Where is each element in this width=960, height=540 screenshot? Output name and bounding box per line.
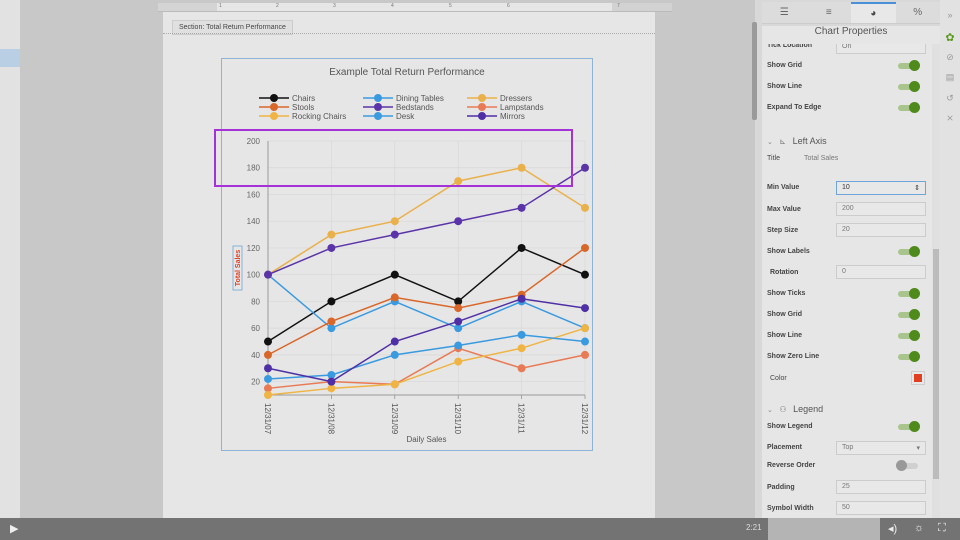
step-size-input[interactable]: 20 [836,223,926,237]
chart-title: Example Total Return Performance [329,67,485,78]
show-line-toggle[interactable] [898,81,920,92]
axis-title-value[interactable]: Total Sales [804,155,839,162]
chart-container[interactable]: Example Total Return Performance 20 40 60 8… [221,58,593,451]
tab-align-icon[interactable]: ≡ [825,7,832,18]
panel-body: Tick Location On Show Grid Show Line Exp… [762,44,932,518]
svg-text:Desk: Desk [396,112,415,121]
svg-text:200: 200 [247,137,261,146]
min-value-input[interactable]: 10 ⇕ [836,181,926,195]
progress-bar[interactable] [768,518,880,540]
line-chart: 20 40 60 80 100 120 140 160 180 200 12/31/07 12/31/… [232,94,589,444]
svg-text:Stools: Stools [292,103,314,112]
panel-title: Chart Properties [762,26,940,44]
svg-text:60: 60 [251,324,260,333]
svg-text:Chairs: Chairs [292,94,315,103]
left-sidebar [0,0,20,518]
svg-text:120: 120 [247,244,261,253]
side-toolbar: » ✿ ⊘ ▤ ↺ ⨯ [940,0,960,518]
chevron-down-icon: ⌄ [767,407,773,414]
dropdown-arrow-icon: ▾ [916,445,920,452]
comment-icon[interactable]: ▤ [945,72,955,82]
padding-input[interactable]: 25 [836,480,926,494]
tab-pie-chart-icon[interactable]: ◕ [851,2,896,23]
svg-text:160: 160 [247,190,261,199]
axis-show-line-toggle[interactable] [898,330,920,341]
rotation-input[interactable]: 0 [836,265,926,279]
svg-text:12/31/08: 12/31/08 [326,403,335,435]
show-legend-toggle[interactable] [898,421,920,432]
svg-text:Lampstands: Lampstands [500,103,544,112]
section-label[interactable]: Section: Total Return Performance [172,20,293,35]
svg-text:Dressers: Dressers [500,94,532,103]
svg-text:180: 180 [247,164,261,173]
panel-scrollbar[interactable] [932,44,940,518]
expand-icon[interactable]: » [947,10,953,20]
show-grid-toggle[interactable] [898,60,920,71]
svg-text:80: 80 [251,297,260,306]
fullscreen-icon[interactable]: ⛶ [938,522,946,534]
chevron-down-icon: ⌄ [767,139,773,146]
svg-text:Total Sales: Total Sales [235,250,242,287]
spinner-icon[interactable]: ⇕ [914,185,920,192]
panel-tabs: ☰ ≡ ◕ % [762,2,940,24]
svg-text:40: 40 [251,351,260,360]
video-time: 2:21 [746,523,762,532]
section-divider [163,33,655,34]
report-page: Section: Total Return Performance Exampl… [163,12,655,518]
settings-icon[interactable]: ☼ [914,522,925,534]
video-player-bar: ▶ 2:21 ◂) ☼ ⛶ [0,518,960,540]
svg-text:12/31/09: 12/31/09 [390,403,399,435]
placement-select[interactable]: Top ▾ [836,441,926,455]
sidebar-selected-item[interactable] [0,49,20,67]
reverse-order-toggle[interactable] [896,460,918,471]
expand-to-edge-toggle[interactable] [898,102,920,113]
svg-text:12/31/07: 12/31/07 [263,403,272,435]
properties-panel: ☰ ≡ ◕ % Chart Properties Tick Location O… [752,0,960,518]
history-icon[interactable]: ↺ [946,93,954,103]
svg-text:Mirrors: Mirrors [500,112,525,121]
show-labels-toggle[interactable] [898,246,920,257]
svg-text:Daily Sales: Daily Sales [406,435,446,444]
svg-text:12/31/11: 12/31/11 [517,403,526,434]
gear-icon[interactable]: ✿ [945,32,955,44]
ruler-margin-right: 7 [612,3,672,12]
play-icon[interactable]: ▶ [10,523,19,535]
svg-text:Rocking Chairs: Rocking Chairs [292,112,346,121]
left-axis-section[interactable]: ⌄ ⊾ Left Axis [767,136,827,146]
svg-text:140: 140 [247,217,261,226]
max-value-input[interactable]: 200 [836,202,926,216]
symbol-width-input[interactable]: 50 [836,501,926,515]
tab-tree-icon[interactable]: ☰ [779,7,789,18]
canvas-scrollbar[interactable] [752,22,757,120]
svg-text:100: 100 [247,271,261,280]
tab-percent-icon[interactable]: % [913,7,923,18]
show-ticks-toggle[interactable] [898,288,920,299]
axis-show-grid-toggle[interactable] [898,309,920,320]
svg-text:20: 20 [251,378,260,387]
legend-icon: ⚇ [779,405,787,414]
axis-color-picker[interactable] [911,371,925,385]
svg-text:12/31/12: 12/31/12 [580,403,589,435]
selection-highlight-box [214,129,573,187]
show-zero-line-toggle[interactable] [898,351,920,362]
report-canvas: 1 2 3 4 5 6 7 Section: Total Return Perf… [20,0,755,518]
svg-text:Dining Tables: Dining Tables [396,94,444,103]
link-icon[interactable]: ⊘ [946,52,954,62]
legend-section[interactable]: ⌄ ⚇ Legend [767,404,824,414]
axis-icon: ⊾ [779,137,787,146]
svg-text:12/31/10: 12/31/10 [453,403,462,435]
svg-text:Bedstands: Bedstands [396,103,434,112]
ruler: 1 2 3 4 5 6 [217,3,612,12]
formula-icon[interactable]: ⨯ [946,113,954,123]
volume-icon[interactable]: ◂) [888,523,898,535]
tick-location-select[interactable]: On [836,44,926,54]
